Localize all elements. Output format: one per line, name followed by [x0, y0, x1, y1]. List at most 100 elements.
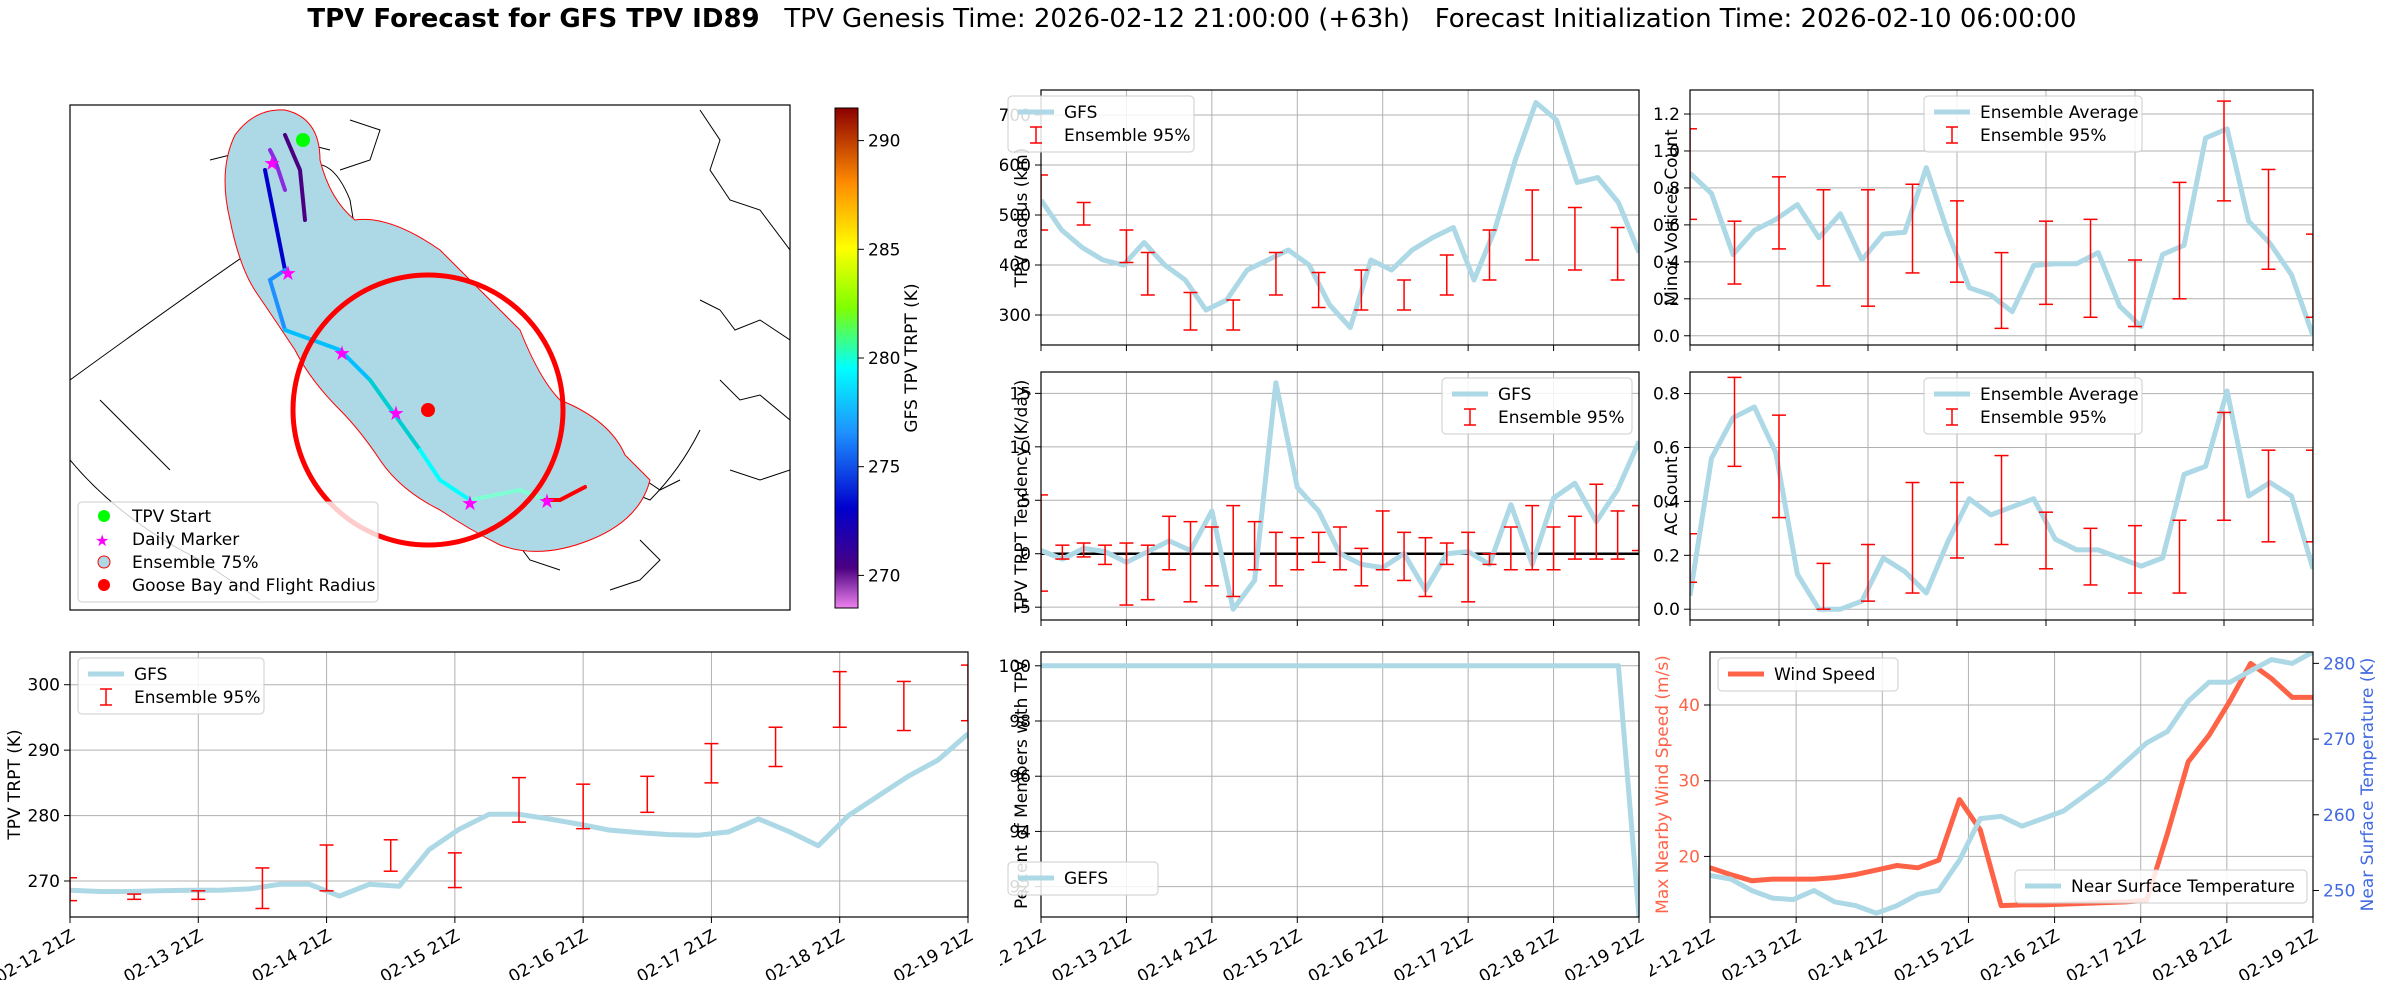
y-tick-label: 5	[1020, 491, 1031, 511]
legend-box	[1007, 861, 1159, 896]
plot-area	[1041, 663, 1639, 917]
y2-axis-label: Near Surface Temperature (K)	[2358, 658, 2378, 912]
y-tick-label: 0.4	[1653, 253, 1680, 273]
series-line	[1041, 100, 1639, 330]
legend-box	[77, 657, 265, 715]
legend-box	[1717, 657, 1899, 692]
y-tick-label: 94	[1009, 822, 1031, 842]
ac-count-panel: 0.0 0.2 0.4 0.6 0.8 AC Count Ensemble Average E…	[1653, 371, 2314, 626]
y-axis-label: Minor Vortices Count	[1662, 129, 1682, 306]
colorbar-tick-label: 270	[868, 566, 900, 586]
legend-label: GEFS	[1064, 869, 1108, 889]
x-tick-label: 02-18 21Z	[1476, 926, 1562, 980]
x-tick-label: 02-15 21Z	[1219, 926, 1305, 980]
daily-marker: ★	[279, 261, 297, 285]
x-tick-label: 02-14 21Z	[249, 926, 335, 980]
x-tick-label: 02-17 21Z	[634, 926, 720, 980]
minor-vortices-panel: 0.0 0.2 0.4 0.6 0.8 1.0 1.2 Minor Vortices Coun…	[1653, 89, 2314, 351]
x-tick-label: 02-19 21Z	[890, 926, 976, 980]
y-tick-label: 0.8	[1653, 179, 1680, 199]
y-tick-label: 40	[1678, 696, 1700, 716]
y-axis-label: TPV TRPT (K)	[5, 729, 25, 840]
x-tick-label: 02-15 21Z	[1891, 926, 1977, 980]
plot-area	[1041, 380, 1639, 612]
x-tick-label: 02-14 21Z	[1134, 926, 1220, 980]
y-tick-label: 100	[1000, 657, 1031, 677]
y-axis-label: Percent of Members with TPV	[1012, 660, 1032, 909]
y-tick-label: 280	[28, 807, 60, 827]
y-tick-label: 0.0	[1653, 600, 1680, 620]
legend-label: Ensemble 95%	[1064, 126, 1191, 146]
y-tick-label: 300	[1000, 306, 1031, 326]
colorbar-tick-label: 290	[868, 132, 900, 152]
y-tick-label: 0.2	[1653, 290, 1680, 310]
legend-label: Ensemble Average	[1980, 103, 2139, 123]
x-tick-label: 02-16 21Z	[505, 926, 591, 980]
legend-label: Near Surface Temperature	[2071, 877, 2295, 897]
y-tick-label: 0.4	[1653, 492, 1680, 512]
y-tick-label: 270	[28, 872, 60, 892]
x-tick-label: 02-17 21Z	[1390, 926, 1476, 980]
x-tick-label: 02-15 21Z	[377, 926, 463, 980]
plot-area	[1041, 100, 1639, 331]
y-tick-label: 1.2	[1653, 105, 1680, 125]
y-axis-label: TPV Radius (km)	[1012, 148, 1032, 289]
y-tick-label: 0.6	[1653, 216, 1680, 236]
y-tick-label: 30	[1678, 772, 1700, 792]
y-tick-label: 400	[1000, 256, 1031, 276]
series-line	[1710, 652, 2313, 916]
figure-title: TPV Forecast for GFS TPV ID89 TPV Genesi…	[0, 4, 2384, 34]
flight-radius-circle	[290, 272, 566, 548]
y2-tick-label: 270	[2323, 730, 2355, 750]
plot-area	[1710, 652, 2313, 916]
x-tick-label: 02-12 21Z	[0, 926, 79, 980]
y-tick-label: 98	[1009, 712, 1031, 732]
plot-area	[1690, 376, 2313, 612]
daily-markers: ★ ★ ★ ★ ★ ★	[263, 151, 556, 515]
daily-marker: ★	[263, 151, 281, 175]
y-tick-label: 300	[28, 676, 60, 696]
x-tick-label: 02-18 21Z	[2149, 926, 2235, 980]
legend-label: GFS	[134, 665, 167, 685]
y-tick-label: 500	[1000, 206, 1031, 226]
y-tick-label: 0.0	[1653, 327, 1680, 347]
axes-frame	[1040, 89, 1640, 346]
wind-temp-panel: 20 30 40 02-12 21Z 02-13 21Z 02-14 21Z 02-15 2…	[1650, 651, 2378, 980]
map-content: ★ ★ ★ ★ ★ ★	[70, 109, 790, 601]
y-tick-label: 15	[1009, 384, 1031, 404]
legend-label: Ensemble Average	[1980, 385, 2139, 405]
daily-marker: ★	[538, 489, 556, 513]
legend-star-symbol: ★	[95, 531, 109, 550]
axes-frame	[1040, 651, 1640, 918]
legend-label: Ensemble 75%	[132, 553, 259, 573]
legend-box	[2014, 869, 2308, 904]
x-tick-label: 02-16 21Z	[1305, 926, 1391, 980]
x-tick-label: 02-13 21Z	[1049, 926, 1135, 980]
track-map: ★ ★ ★ ★ ★ ★ ★ TPV Start Daily Marker Ens…	[69, 104, 922, 611]
goose-bay-marker	[421, 403, 435, 417]
axes-frame	[69, 651, 969, 918]
y-tick-label: 0.8	[1653, 385, 1680, 405]
daily-marker: ★	[333, 341, 351, 365]
y2-tick-label: 250	[2323, 882, 2355, 902]
y-axis-label: Max Nearby Wind Speed (m/s)	[1653, 655, 1673, 914]
x-tick-label: 02-18 21Z	[762, 926, 848, 980]
plot-area	[70, 664, 968, 910]
legend-label: Daily Marker	[132, 530, 239, 550]
y-tick-label: 0.2	[1653, 546, 1680, 566]
x-tick-label: 02-16 21Z	[1977, 926, 2063, 980]
y-axis-label: TPV TRPT Tendency (K/day)	[1012, 380, 1032, 614]
y-tick-label: 1.0	[1653, 142, 1680, 162]
y2-tick-label: 260	[2323, 806, 2355, 826]
series-line	[1041, 663, 1639, 917]
legend-label: Ensemble 95%	[1498, 408, 1625, 428]
x-tick-label: 02-19 21Z	[1561, 926, 1647, 980]
x-tick-label: 02-13 21Z	[1718, 926, 1804, 980]
y-tick-label: 290	[28, 741, 60, 761]
axes-frame	[1689, 89, 2314, 346]
ensemble-75-swath	[224, 109, 651, 552]
x-tick-label: 02-12 21Z	[1650, 926, 1719, 980]
axes-frame	[1689, 371, 2314, 621]
y-tick-label: 10	[1009, 438, 1031, 458]
